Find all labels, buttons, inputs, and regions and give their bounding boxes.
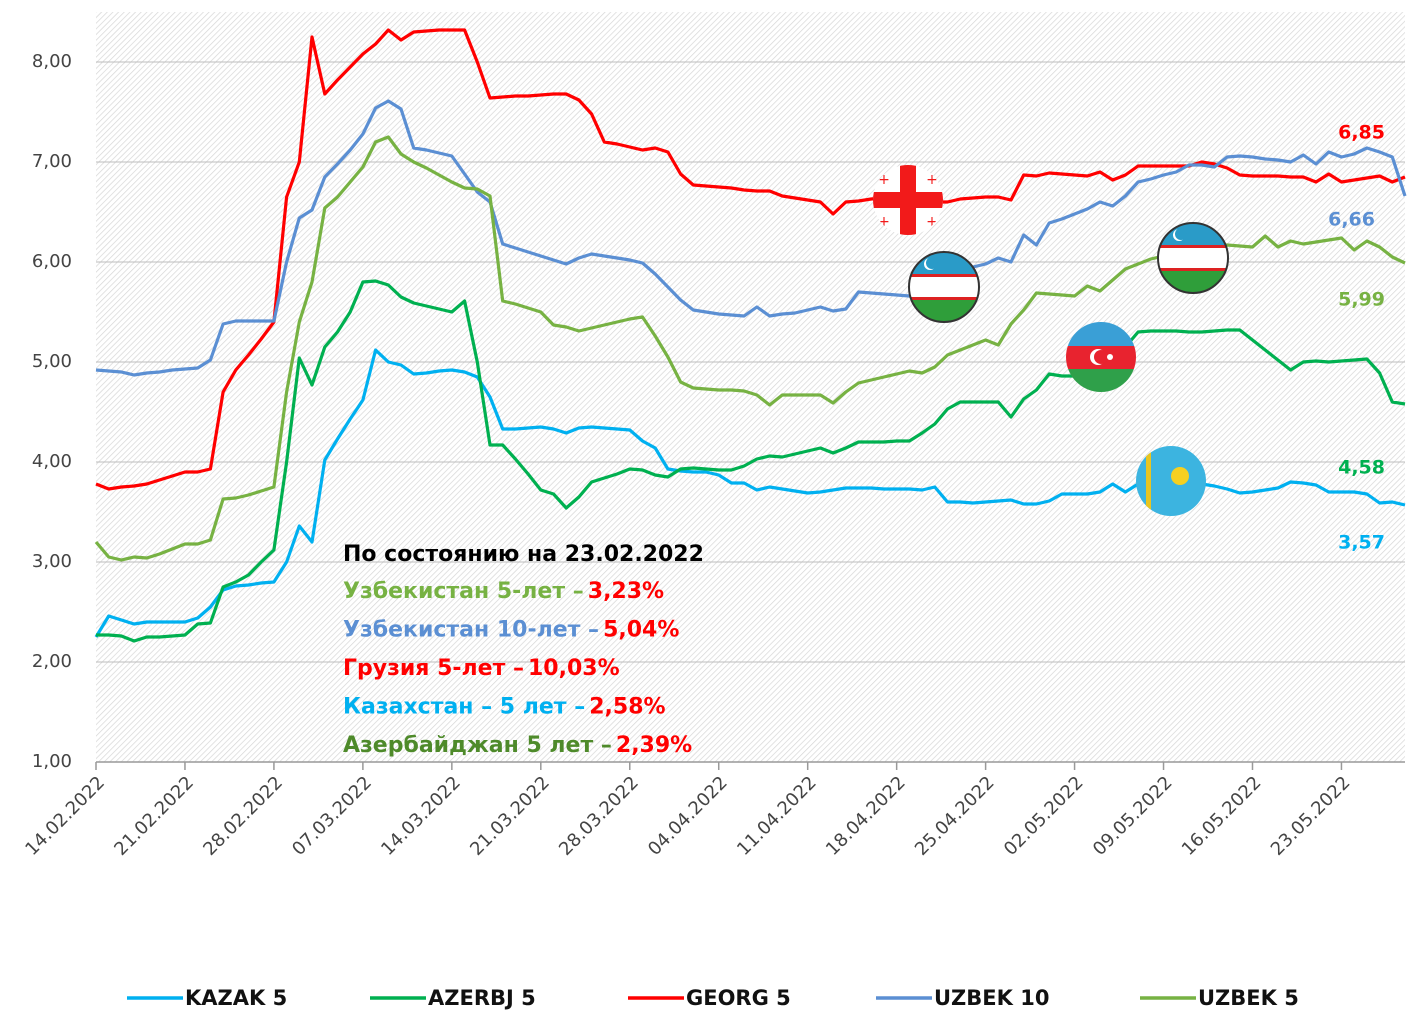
x-tick-label: 25.04.2022 xyxy=(911,772,999,860)
legend-label: KAZAK 5 xyxy=(185,986,287,1010)
plot-area xyxy=(96,12,1405,762)
x-tick-label: 04.04.2022 xyxy=(644,772,732,860)
series-line xyxy=(95,99,1407,377)
series-line xyxy=(96,279,1406,643)
svg-text:+: + xyxy=(878,172,890,188)
annotation-value: 3,23% xyxy=(588,579,664,604)
annotation-line: Грузия 5-лет –10,03% xyxy=(343,656,620,681)
x-tick-label: 09.05.2022 xyxy=(1089,772,1177,860)
annotation-title: По состоянию на 23.02.2022 xyxy=(343,542,704,567)
y-tick-label: 7,00 xyxy=(32,151,72,172)
annotation-label: Узбекистан 5-лет – xyxy=(343,579,584,604)
y-tick-label: 2,00 xyxy=(32,651,72,672)
legend-label: UZBEK 5 xyxy=(1198,986,1299,1010)
x-tick-label: 07.03.2022 xyxy=(288,772,376,860)
x-tick-label: 28.02.2022 xyxy=(199,772,287,860)
legend-label: AZERBJ 5 xyxy=(428,986,536,1010)
annotation-items: Узбекистан 5-лет –3,23% Узбекистан 10-лет… xyxy=(343,579,692,758)
y-tick-label: 8,00 xyxy=(32,51,72,72)
flag-kazakhstan xyxy=(1136,446,1206,516)
annotation-label: Узбекистан 10-лет – xyxy=(343,618,599,643)
annotation-line: Азербайджан 5 лет –2,39% xyxy=(343,733,692,758)
flag-rim xyxy=(1157,222,1229,294)
y-tick-label: 4,00 xyxy=(32,451,72,472)
svg-text:+: + xyxy=(878,214,890,230)
end-value-label: 6,85 xyxy=(1338,122,1385,144)
end-value-label: 3,57 xyxy=(1338,532,1385,554)
legend: KAZAK 5 AZERBJ 5 GEORG 5 UZBEK 10 UZBEK 5 xyxy=(127,986,1299,1010)
legend-label: UZBEK 10 xyxy=(934,986,1049,1010)
annotation-line: Узбекистан 5-лет –3,23% xyxy=(343,579,664,604)
y-tick-label: 3,00 xyxy=(32,551,72,572)
x-tick-label: 21.02.2022 xyxy=(110,772,198,860)
y-tick-label: 5,00 xyxy=(32,351,72,372)
annotation-label: Казахстан – 5 лет – xyxy=(343,695,585,720)
x-tick-label: 11.04.2022 xyxy=(733,772,821,860)
svg-text:+: + xyxy=(926,214,938,230)
annotation-value: 2,58% xyxy=(589,695,665,720)
x-tick-label: 28.03.2022 xyxy=(555,772,643,860)
x-tick-label: 21.03.2022 xyxy=(466,772,554,860)
annotation-value: 5,04% xyxy=(603,618,679,643)
flag-rim xyxy=(908,251,980,323)
flags: + + + + xyxy=(873,165,1229,516)
end-value-label: 5,99 xyxy=(1338,289,1385,311)
x-tick-label: 23.05.2022 xyxy=(1267,772,1355,860)
annotation-line: Казахстан – 5 лет –2,58% xyxy=(343,695,666,720)
x-tick-label: 14.03.2022 xyxy=(377,772,465,860)
annotation-line: Узбекистан 10-лет –5,04% xyxy=(343,618,679,643)
legend-label: GEORG 5 xyxy=(686,986,791,1010)
y-tick-label: 1,00 xyxy=(32,751,72,772)
annotation: По состоянию на 23.02.2022 Узбекистан 5-… xyxy=(343,542,704,758)
flag-georgia: + + + + xyxy=(873,165,943,235)
end-value-label: 6,66 xyxy=(1328,209,1375,231)
annotation-label: Азербайджан 5 лет – xyxy=(343,733,612,758)
flag-azerbaijan xyxy=(1066,322,1136,392)
end-value-label: 4,58 xyxy=(1338,457,1385,479)
x-tick-label: 14.02.2022 xyxy=(21,772,109,860)
annotation-value: 10,03% xyxy=(528,656,620,681)
annotation-value: 2,39% xyxy=(616,733,692,758)
annotation-label: Грузия 5-лет – xyxy=(343,656,524,681)
svg-text:+: + xyxy=(926,172,938,188)
x-tick-label: 16.05.2022 xyxy=(1178,772,1266,860)
x-tick-label: 18.04.2022 xyxy=(822,772,910,860)
y-tick-label: 6,00 xyxy=(32,251,72,272)
x-tick-label: 02.05.2022 xyxy=(1000,772,1088,860)
